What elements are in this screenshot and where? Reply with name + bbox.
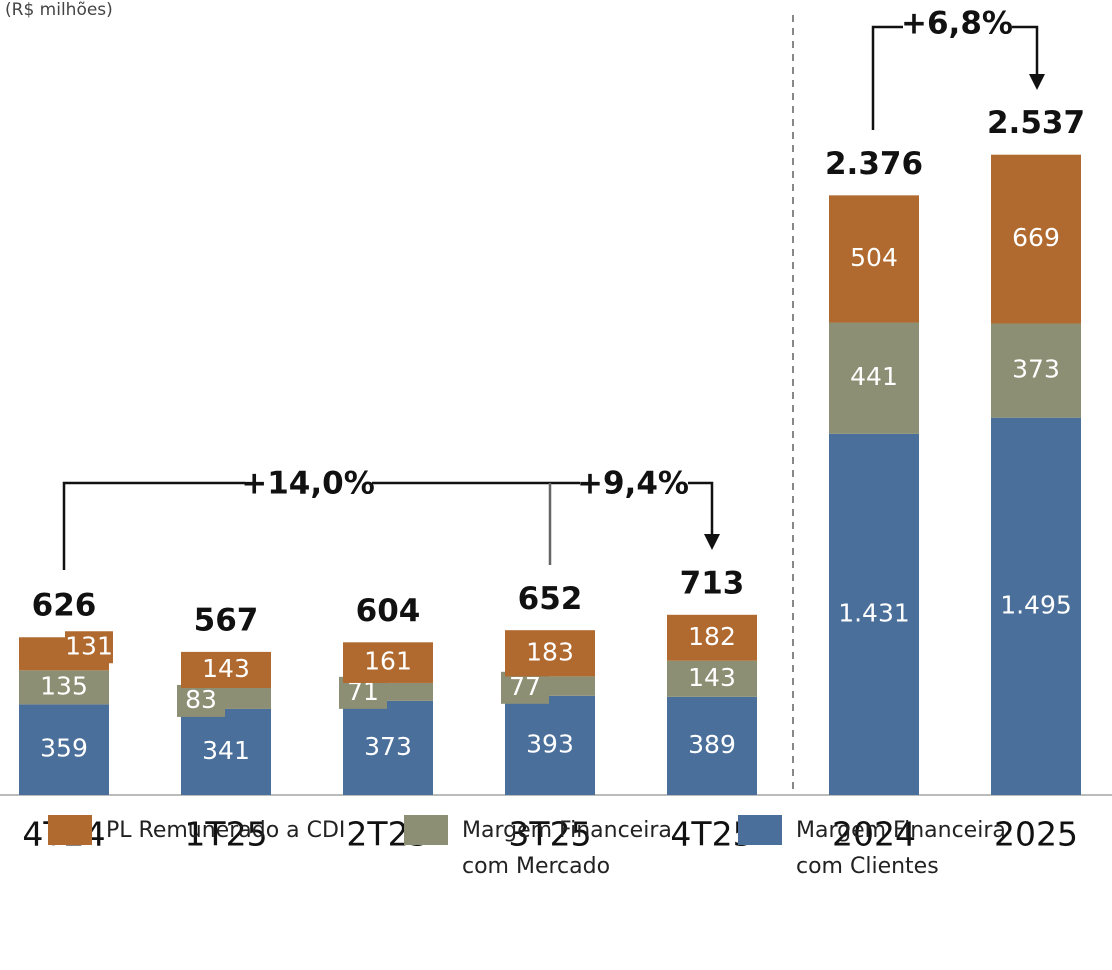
total-label: 2.376 [825,146,923,182]
total-label: 567 [194,602,259,638]
data-label: 131 [65,631,113,660]
data-label: 373 [1012,355,1060,384]
x-tick-label: 2025 [994,815,1078,854]
bar-segment [343,700,433,795]
annotation: +6,8% [901,6,1013,42]
x-tick-label: 2024 [832,815,916,854]
label-box [501,671,549,704]
bar-segment [667,614,757,661]
bar-segment [829,433,919,795]
bar-segment [505,630,595,677]
label-box [177,684,225,717]
bar-segment [991,323,1081,418]
legend-label: Margem Financeira com Clientes [796,818,1006,879]
annotation: +14,0% [241,466,375,502]
bar-segment [343,642,433,683]
data-label: 161 [364,647,412,676]
data-label: 143 [202,654,250,683]
data-label: 135 [40,671,88,700]
data-label: 1.431 [838,598,910,627]
bar-segment [667,660,757,697]
x-tick-label: 1T25 [184,815,267,854]
data-label: 389 [688,730,736,759]
arrowheads [704,74,1045,550]
data-label: 359 [40,734,88,763]
data-label: 77 [509,672,541,701]
data-label: 143 [688,663,736,692]
total-label: 604 [356,593,421,629]
legend-swatch [48,815,92,845]
bar-segment [829,322,919,434]
data-label: 441 [850,362,898,391]
legend-swatch [738,815,782,845]
bar-segment [181,708,271,795]
legend-swatch [404,815,448,845]
annotation: +9,4% [577,466,689,502]
data-label: 83 [185,685,217,714]
legend-label: PL Remunerado a CDI [106,818,346,843]
legend-item: Margem Financeira com Clientes [738,815,1046,885]
bar-segment [19,704,109,795]
bar-segment [991,154,1081,324]
bar-segment [991,417,1081,795]
data-label: 1.495 [1000,590,1072,619]
bar-segment [19,670,109,705]
legend-label: Margem Financeira com Mercado [462,818,672,879]
total-label: 713 [680,566,745,602]
subtitle: (R$ milhões) [5,0,113,20]
bar-segment [829,195,919,323]
data-label: 669 [1012,223,1060,252]
bar-segment [667,696,757,795]
data-label: 504 [850,243,898,272]
label-box [65,631,113,664]
legend-item: PL Remunerado a CDI [48,815,346,849]
data-label: 182 [688,622,736,651]
data-label: 373 [364,732,412,761]
total-label: 2.537 [987,105,1085,141]
data-label: 183 [526,637,574,666]
data-label: 341 [202,736,250,765]
total-label: 626 [32,588,97,624]
legend-item: Margem Financeira com Mercado [404,815,712,885]
x-tick-label: 3T25 [508,815,591,854]
bar-segment [505,695,595,795]
total-label: 652 [518,581,583,617]
data-label: 393 [526,729,574,758]
bar-segment [181,651,271,688]
brackets [62,25,1039,570]
